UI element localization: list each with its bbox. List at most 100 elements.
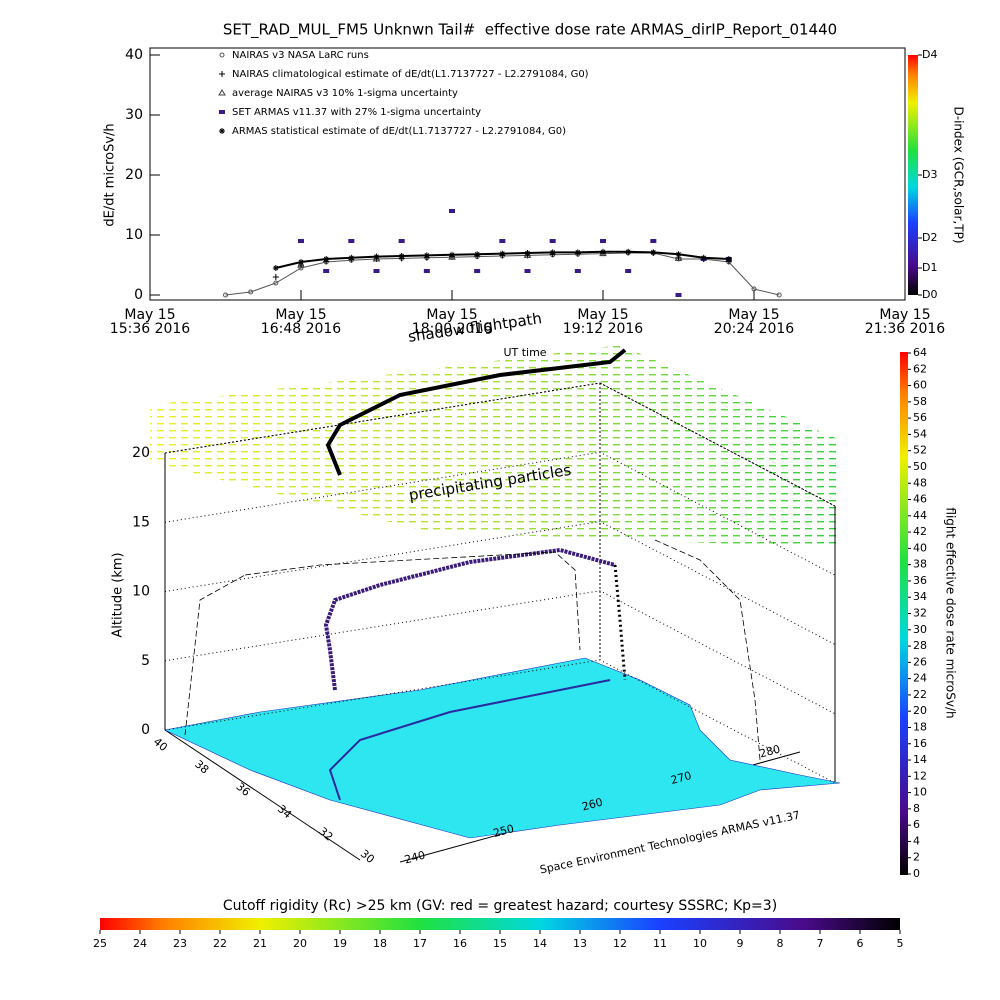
legend-label: NAIRAS climatological estimate of dE/dt(… (232, 69, 589, 80)
colorbar-tick-label: 23 (173, 937, 187, 950)
scene-3d (150, 345, 841, 863)
point (398, 253, 405, 259)
point (348, 239, 355, 243)
lat-tick-label: 30 (358, 847, 377, 866)
colorbar-tick-label: 2 (913, 851, 920, 864)
point (700, 254, 707, 261)
point (323, 256, 330, 262)
colorbar-tick-label: D0 (922, 288, 937, 301)
legend-marker (219, 128, 225, 134)
colorbar-tick-label: 18 (913, 720, 927, 733)
y-tick-label: 40 (125, 47, 143, 63)
z-tick-label: 5 (141, 653, 150, 669)
grid-line (164, 659, 836, 784)
colorbar-tick-label: 24 (913, 672, 927, 685)
z-axis-label: Altitude (km) (111, 552, 126, 637)
descent (613, 564, 627, 681)
map (164, 657, 841, 839)
lat-tick-label: 40 (151, 735, 170, 754)
x-tick-label: 21:36 2016 (865, 321, 946, 337)
point (675, 293, 682, 297)
colorbar-tick-label: 32 (913, 607, 927, 620)
point (272, 265, 279, 271)
x-tick-label: May 15 (577, 307, 628, 323)
point (223, 292, 228, 298)
colorbar-tick-label: 46 (913, 493, 927, 506)
colorbar-tick-label: 4 (913, 834, 920, 847)
point (725, 256, 732, 262)
legend-marker (219, 71, 225, 77)
colorbar-tick-label: 58 (913, 395, 927, 408)
grid-line (164, 451, 836, 576)
colorbar-tick-label: 38 (913, 558, 927, 571)
point (499, 239, 506, 243)
lon-tick-label: 240 (403, 849, 427, 867)
d-index-colorbar (908, 55, 918, 295)
colorbar-tick-label: 16 (453, 937, 467, 950)
colorbar-tick-label: 24 (133, 937, 147, 950)
colorbar-tick-label: 10 (913, 786, 927, 799)
x-tick-label: May 15 (124, 307, 175, 323)
annotation: UT time (503, 346, 546, 359)
point (650, 239, 657, 243)
legend-label: SET ARMAS v11.37 with 27% 1-sigma uncert… (232, 107, 481, 118)
point (273, 280, 279, 286)
colorbar-tick-label: 56 (913, 411, 927, 424)
point (524, 269, 531, 273)
colorbar-tick-label: D3 (922, 168, 937, 181)
plot-frame (149, 47, 906, 301)
point (675, 251, 682, 258)
colorbar-tick-label: 40 (913, 541, 927, 554)
x-tick-label: 15:36 2016 (110, 321, 191, 337)
colorbar-tick-label: 11 (653, 937, 667, 950)
lat-tick-label: 32 (316, 825, 335, 844)
colorbar-tick-label: 26 (913, 655, 927, 668)
colorbar-tick-label: 15 (493, 937, 507, 950)
colorbar-label: flight effective dose rate microSv/h (944, 507, 958, 718)
colorbar-tick-label: 20 (913, 704, 927, 717)
x-tick-label: May 15 (879, 307, 930, 323)
colorbar-tick-label: 22 (213, 937, 227, 950)
point (297, 261, 305, 268)
colorbar-tick-label: 44 (913, 509, 927, 522)
point (423, 269, 430, 273)
lon-tick-label: 250 (492, 822, 516, 840)
point (474, 251, 481, 258)
ground-track (328, 679, 611, 801)
x-tick-label: 19:12 2016 (563, 321, 644, 337)
legend-marker (219, 110, 225, 114)
lon-tick-label: 280 (758, 743, 782, 761)
colorbar-tick-label: 19 (333, 937, 347, 950)
colorbar-tick-label: 9 (737, 937, 744, 950)
colorbar-tick-label: 25 (93, 937, 107, 950)
lat-tick-label: 38 (192, 758, 211, 777)
colorbar-tick-label: 42 (913, 525, 927, 538)
lat-tick-label: 36 (234, 780, 253, 799)
colorbar-tick-label: 5 (897, 937, 904, 950)
colorbar-tick-label: 14 (913, 753, 927, 766)
colorbar-tick-label: 60 (913, 379, 927, 392)
colorbar-tick-label: 7 (817, 937, 824, 950)
wall-projection (184, 574, 246, 736)
z-tick-label: 10 (132, 584, 150, 600)
x-tick-label: May 15 (426, 307, 477, 323)
shadow-flightpath (325, 348, 627, 476)
y-axis-label: dE/dt microSv/h (103, 123, 118, 226)
y-tick-label: 20 (125, 167, 143, 183)
point (449, 251, 455, 258)
colorbar-tick-label: 10 (693, 937, 707, 950)
colorbar-tick-label: 0 (913, 867, 920, 880)
point (650, 249, 657, 256)
point (574, 249, 581, 256)
rigidity-colorbar (100, 918, 900, 930)
point (474, 269, 481, 273)
point (248, 289, 254, 295)
colorbar-tick-label: 30 (913, 623, 927, 636)
z-tick-label: 15 (132, 514, 150, 530)
x-tick-label: 18:00 2016 (412, 321, 493, 337)
colorbar-tick-label: 62 (913, 362, 927, 375)
point (574, 269, 581, 273)
wall-projection (244, 551, 581, 651)
colorbar-tick-label: 20 (293, 937, 307, 950)
point (499, 250, 506, 257)
